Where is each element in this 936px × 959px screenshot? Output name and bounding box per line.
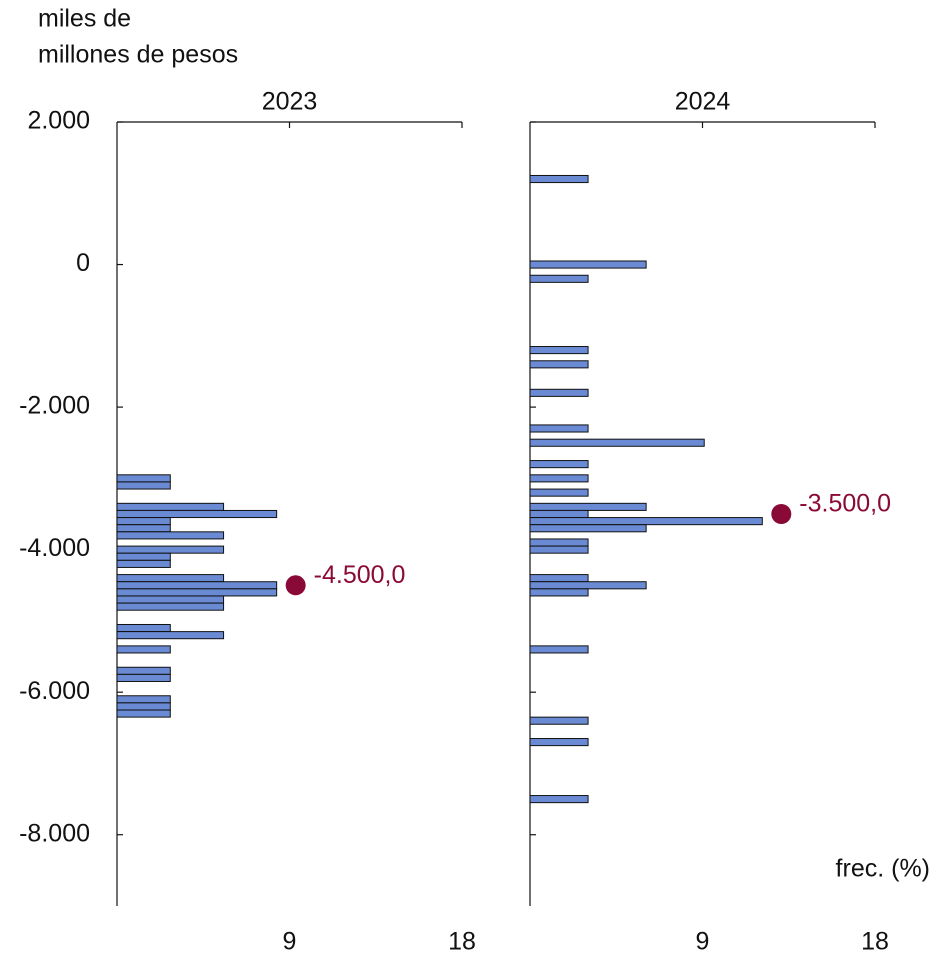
bar bbox=[116, 673, 171, 682]
bar bbox=[116, 517, 171, 526]
bar bbox=[116, 552, 171, 561]
bar bbox=[529, 438, 705, 447]
bar bbox=[116, 581, 278, 590]
bar bbox=[529, 424, 589, 433]
bar bbox=[116, 474, 171, 483]
bar bbox=[529, 274, 589, 283]
bar bbox=[529, 509, 589, 519]
bar bbox=[529, 738, 589, 747]
bar bbox=[116, 666, 171, 675]
bar bbox=[116, 588, 278, 597]
bar bbox=[529, 581, 647, 590]
bar bbox=[116, 623, 171, 633]
bar bbox=[116, 531, 225, 540]
y-tick-label: -6.000 bbox=[19, 677, 90, 705]
bar bbox=[529, 346, 589, 355]
bar bbox=[529, 645, 589, 654]
bar bbox=[529, 488, 589, 497]
bar bbox=[529, 545, 589, 554]
x-tick-label: 9 bbox=[283, 928, 297, 956]
bar bbox=[529, 588, 589, 597]
median-label: -4.500,0 bbox=[314, 561, 406, 589]
bar bbox=[529, 524, 647, 533]
bar bbox=[529, 388, 589, 397]
bar bbox=[529, 502, 647, 511]
bar bbox=[116, 602, 225, 611]
y-axis-label: millones de pesos bbox=[38, 41, 238, 69]
bar bbox=[116, 695, 171, 704]
x-tick-label: 18 bbox=[448, 928, 476, 956]
x-tick-label: 9 bbox=[696, 928, 710, 956]
median-label: -3.500,0 bbox=[799, 490, 891, 518]
bar bbox=[116, 509, 278, 519]
x-tick-label: 18 bbox=[861, 928, 889, 956]
bar bbox=[529, 517, 763, 526]
bar bbox=[116, 702, 171, 711]
panel-title: 2023 bbox=[262, 88, 318, 116]
bar bbox=[529, 360, 589, 369]
x-axis-label: frec. (%) bbox=[836, 855, 930, 883]
bar bbox=[529, 795, 589, 804]
y-tick-label: -2.000 bbox=[19, 392, 90, 420]
bar bbox=[529, 574, 589, 583]
y-tick-label: 2.000 bbox=[27, 107, 90, 135]
median-marker bbox=[771, 504, 792, 524]
bar bbox=[529, 260, 647, 269]
y-tick-label: -8.000 bbox=[19, 819, 90, 847]
y-tick-label: 0 bbox=[76, 249, 90, 277]
y-axis-label: miles de bbox=[38, 5, 131, 33]
bar bbox=[116, 574, 225, 583]
bar bbox=[116, 502, 225, 511]
bar bbox=[116, 709, 171, 718]
bar bbox=[116, 631, 225, 640]
bar bbox=[529, 716, 589, 725]
panel-title: 2024 bbox=[675, 88, 731, 116]
bar bbox=[116, 481, 171, 490]
median-marker bbox=[285, 575, 306, 596]
bar bbox=[116, 545, 225, 554]
bar bbox=[116, 595, 225, 604]
bar bbox=[116, 524, 171, 533]
bar bbox=[116, 559, 171, 568]
bar bbox=[116, 645, 171, 654]
bar bbox=[529, 474, 589, 483]
bar bbox=[529, 460, 589, 469]
bar bbox=[529, 538, 589, 547]
bar bbox=[529, 174, 589, 184]
y-tick-label: -4.000 bbox=[19, 534, 90, 562]
